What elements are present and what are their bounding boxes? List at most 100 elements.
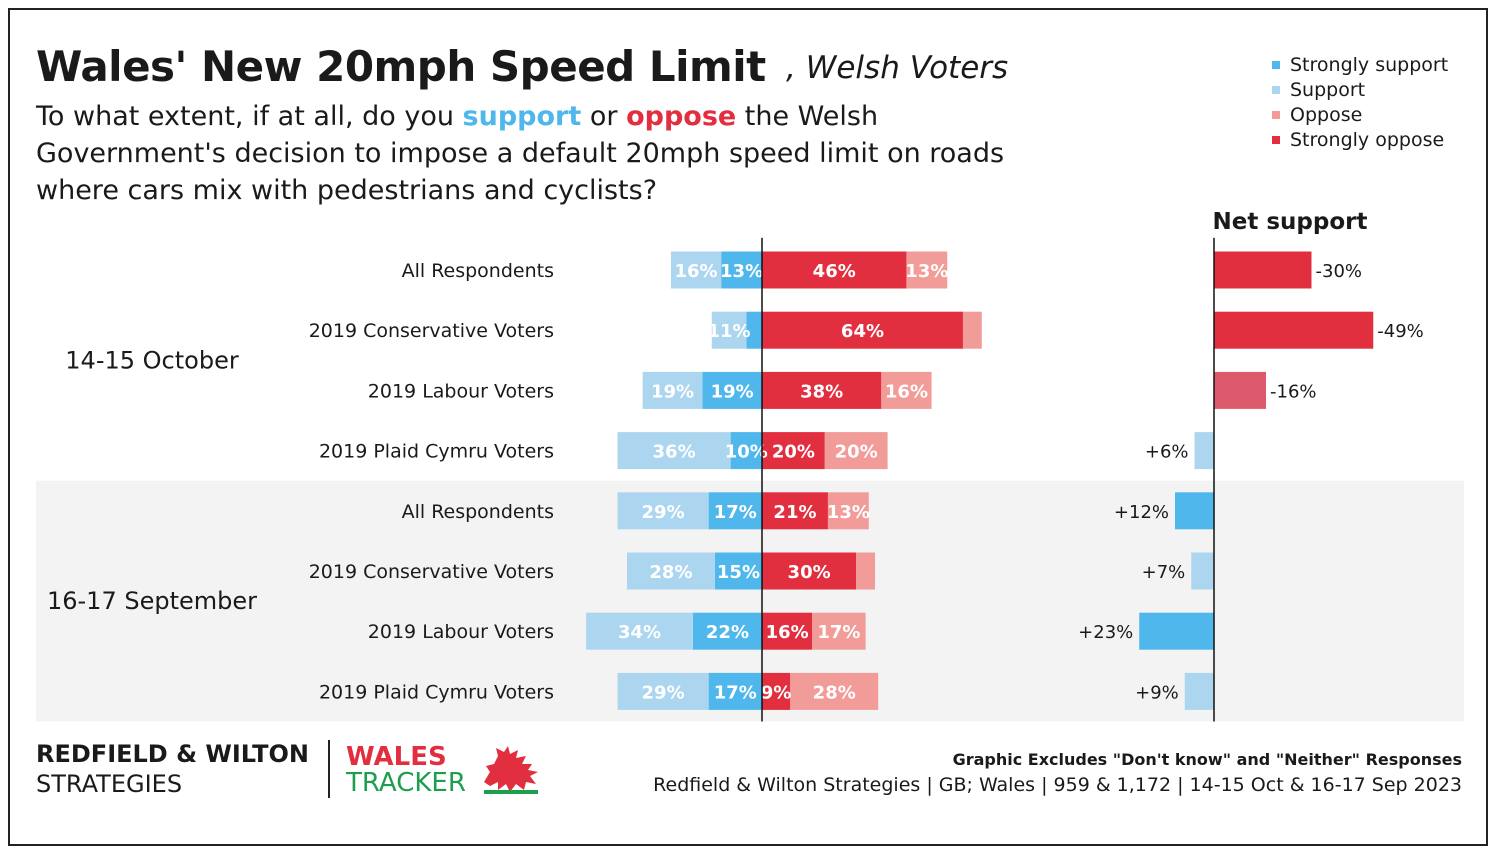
bar-support	[617, 432, 731, 470]
bar-strongly-oppose	[762, 672, 791, 710]
bar-strongly-support	[708, 672, 762, 710]
net-bar	[1214, 251, 1312, 289]
row-label: 2019 Labour Voters	[368, 380, 554, 402]
bar-oppose	[881, 371, 932, 409]
question-text-after: the Welsh Government's decision to impos…	[36, 101, 1005, 206]
bar-strongly-oppose	[762, 432, 825, 470]
data-label-oppose: 17%	[817, 622, 860, 643]
data-label-support: 11%	[707, 321, 750, 342]
bar-support	[586, 612, 693, 650]
net-label: +7%	[1142, 562, 1186, 583]
row-label: 2019 Conservative Voters	[309, 561, 554, 583]
bar-support	[617, 672, 709, 710]
bar-strongly-oppose	[762, 371, 882, 409]
group-label: 16-17 September	[47, 587, 257, 615]
bar-support	[642, 371, 703, 409]
data-label-strongly-oppose: 20%	[772, 442, 815, 463]
legend-swatch	[1272, 110, 1280, 119]
bar-oppose	[962, 311, 982, 349]
bar-oppose	[824, 432, 888, 470]
row-label: All Respondents	[402, 501, 554, 523]
group-label: 14-15 October	[65, 346, 239, 374]
data-label-strongly-oppose: 9%	[761, 682, 792, 703]
legend-swatch	[1272, 135, 1280, 144]
survey-question: To what extent, if at all, do you suppor…	[36, 98, 1026, 209]
legend-swatch	[1272, 60, 1280, 69]
net-label: +9%	[1135, 682, 1179, 703]
data-label-strongly-oppose: 64%	[841, 321, 884, 342]
row-label: 2019 Plaid Cymru Voters	[319, 441, 554, 463]
data-label-strongly-oppose: 16%	[766, 622, 809, 643]
net-bar	[1139, 612, 1214, 650]
bar-support	[711, 311, 747, 349]
net-bar	[1194, 432, 1214, 470]
net-label: -49%	[1377, 321, 1424, 342]
net-bar	[1184, 672, 1214, 710]
legend-label: Support	[1290, 78, 1366, 101]
data-label-oppose: 20%	[835, 442, 878, 463]
bar-support	[626, 552, 715, 590]
legend-item-strongly-oppose: Strongly oppose	[1272, 127, 1448, 152]
data-label-oppose: 28%	[813, 682, 856, 703]
question-support-word: support	[462, 101, 582, 132]
bar-oppose	[856, 552, 876, 590]
chart-subtitle: , Welsh Voters	[786, 50, 1009, 86]
legend-label: Oppose	[1290, 103, 1363, 126]
data-label-oppose: 16%	[885, 381, 928, 402]
data-label-support: 36%	[653, 442, 696, 463]
net-label: +6%	[1145, 442, 1189, 463]
data-label-support: 28%	[649, 562, 692, 583]
question-text-before: To what extent, if at all, do you	[36, 101, 463, 132]
row-label: 2019 Conservative Voters	[309, 320, 554, 342]
data-label-oppose: 13%	[905, 261, 948, 282]
data-label-strongly-oppose: 46%	[813, 261, 856, 282]
bar-strongly-support	[746, 311, 762, 349]
net-support-title: Net support	[1213, 209, 1368, 235]
bar-strongly-support	[730, 432, 762, 470]
bar-strongly-oppose	[762, 552, 857, 590]
chart-frame	[8, 8, 1488, 846]
net-label: -30%	[1316, 261, 1363, 282]
company-logo-line1: REDFIELD & WILTON	[36, 740, 309, 768]
bar-support	[670, 251, 722, 289]
data-label-strongly-support: 19%	[711, 381, 754, 402]
row-label: All Respondents	[402, 260, 554, 282]
net-bar	[1214, 311, 1374, 349]
legend-item-oppose: Oppose	[1272, 102, 1448, 127]
diverging-bar-chart: Net support 14-15 October All Respondents 1…	[36, 209, 1464, 722]
data-label-strongly-support: 17%	[714, 502, 757, 523]
bar-strongly-support	[714, 552, 762, 590]
data-label-support: 29%	[642, 682, 685, 703]
source-line: Redfield & Wilton Strategies | GB; Wales…	[653, 774, 1462, 796]
row-label: 2019 Plaid Cymru Voters	[319, 681, 554, 703]
wales-tracker-tracker: TRACKER	[346, 768, 466, 798]
data-label-strongly-oppose: 21%	[773, 502, 816, 523]
question-oppose-word: oppose	[626, 101, 737, 132]
data-label-strongly-support: 17%	[714, 682, 757, 703]
footnote: Graphic Excludes "Don't know" and "Neith…	[952, 750, 1462, 769]
bar-strongly-support	[692, 612, 762, 650]
chart-title: Wales' New 20mph Speed Limit	[36, 42, 766, 91]
bar-strongly-oppose	[762, 492, 828, 530]
legend: Strongly support Support Oppose Strongly…	[1272, 52, 1448, 152]
legend-item-strongly-support: Strongly support	[1272, 52, 1448, 77]
bar-oppose	[812, 612, 866, 650]
net-bar	[1214, 371, 1266, 409]
bar-support	[617, 492, 709, 530]
wales-tracker-wales: WALES	[346, 742, 447, 772]
data-label-strongly-oppose: 38%	[800, 381, 843, 402]
data-label-support: 16%	[675, 261, 718, 282]
data-label-support: 29%	[642, 502, 685, 523]
data-label-strongly-support: 15%	[717, 562, 760, 583]
footer-divider	[328, 740, 330, 798]
bar-strongly-support	[708, 492, 762, 530]
data-label-oppose: 13%	[827, 502, 870, 523]
net-bar	[1191, 552, 1214, 590]
legend-item-support: Support	[1272, 77, 1448, 102]
welsh-dragon-icon	[484, 746, 538, 794]
bar-strongly-oppose	[762, 251, 907, 289]
bar-oppose	[906, 251, 948, 289]
net-label: -16%	[1270, 381, 1317, 402]
data-label-strongly-support: 22%	[706, 622, 749, 643]
data-label-strongly-support: 13%	[720, 261, 763, 282]
